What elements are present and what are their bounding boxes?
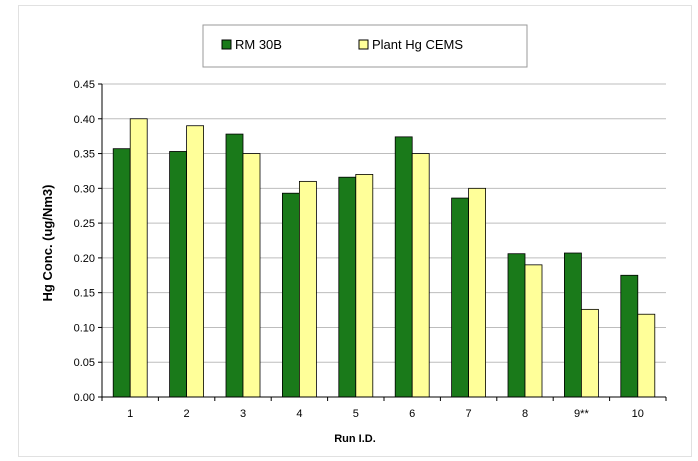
bar-rm30b-run-1 [112,148,131,398]
x-axis-label: Run I.D. [334,433,376,445]
x-tick-label: 4 [296,408,302,420]
legend: RM 30B Plant Hg CEMS [202,24,528,68]
bar-rm30b-run-8 [507,253,526,398]
bars [112,118,656,398]
legend-label-rm30b: RM 30B [235,37,282,52]
legend-label-plant-cems: Plant Hg CEMS [372,37,463,52]
bar-plant-cems-run-2 [186,125,205,398]
legend-swatch-rm30b [221,39,232,50]
y-tick-label: 0.15 [74,288,95,300]
x-tick-label: 6 [409,408,415,420]
bar-rm30b-run-10 [620,274,639,398]
bar-rm30b-run-9 [564,252,582,398]
x-tick-label: 5 [353,408,359,420]
y-tick-label: 0.25 [74,218,95,230]
y-tick-label: 0.20 [74,253,95,265]
bar-rm30b-run-6 [394,136,413,398]
bar-plant-cems-run-8 [524,264,543,398]
x-tick-label: 9** [574,408,589,420]
bar-rm30b-run-2 [169,151,188,398]
x-tick-label: 8 [522,408,528,420]
x-tick-label: 2 [184,408,190,420]
bar-plant-cems-run-1 [129,118,148,398]
bar-rm30b-run-3 [225,133,244,398]
bar-plant-cems-run-6 [411,153,430,398]
bar-rm30b-run-4 [281,192,300,398]
y-axis-ticks: 0.00 0.05 0.10 0.15 0.20 0.25 0.30 0.35 0.40 0.45 [74,79,102,404]
bar-plant-cems-run-3 [242,153,261,398]
bar-plant-cems-run-7 [468,187,487,398]
x-tick-label: 3 [240,408,246,420]
x-tick-label: 1 [127,408,133,420]
bar-plant-cems-run-5 [355,174,374,398]
x-tick-label: 10 [632,408,644,420]
bar-plant-cems-run-9 [581,308,599,398]
y-tick-label: 0.00 [74,392,95,404]
x-axis-ticks: 1 2 3 4 5 6 7 8 9** 10 [101,397,667,420]
y-tick-label: 0.10 [74,322,95,334]
x-tick-label: 7 [466,408,472,420]
bar-rm30b-run-5 [338,176,357,398]
legend-swatch-plant-cems [358,39,369,50]
y-tick-label: 0.05 [74,357,95,369]
bar-rm30b-run-7 [451,197,470,398]
y-tick-label: 0.45 [74,79,95,91]
y-tick-label: 0.30 [74,183,95,195]
bar-plant-cems-run-10 [637,313,656,398]
y-tick-label: 0.40 [74,114,95,126]
y-tick-label: 0.35 [74,149,95,161]
bar-plant-cems-run-4 [298,180,317,398]
y-axis-label: Hg Conc. (ug/Nm3) [40,185,55,302]
